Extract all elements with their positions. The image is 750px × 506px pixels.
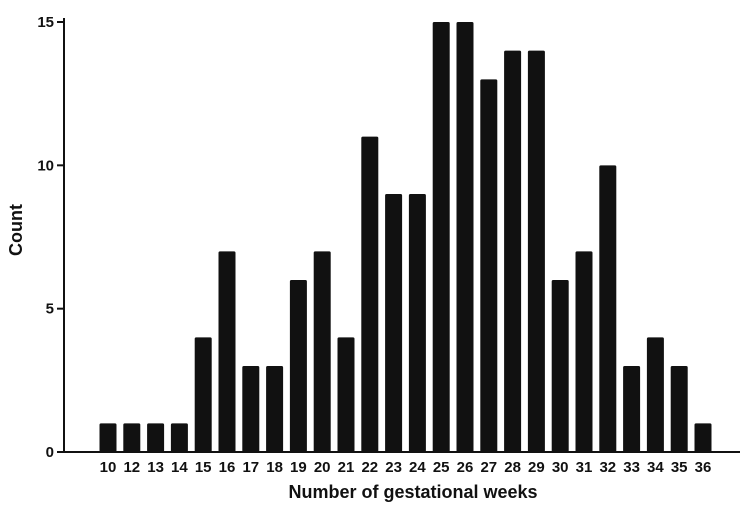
bar-34 (646, 337, 664, 452)
x-tick-label: 14 (171, 459, 188, 476)
x-tick-label: 33 (623, 459, 640, 476)
bar-25 (432, 22, 450, 452)
bar-16 (218, 251, 236, 452)
x-tick-label: 26 (457, 459, 474, 476)
x-tick-label: 24 (409, 459, 426, 476)
bar-13 (147, 423, 165, 452)
x-tick-label: 12 (123, 459, 140, 476)
x-tick-label: 17 (242, 459, 259, 476)
bar-30 (551, 280, 569, 452)
x-tick-label: 20 (314, 459, 331, 476)
bar-15 (194, 337, 212, 452)
bar-21 (337, 337, 355, 452)
x-tick-label: 29 (528, 459, 545, 476)
x-tick-label: 18 (266, 459, 283, 476)
x-tick-label: 32 (599, 459, 616, 476)
x-tick-label: 25 (433, 459, 450, 476)
x-tick-label: 35 (671, 459, 688, 476)
x-tick-label: 22 (361, 459, 378, 476)
bar-27 (480, 79, 498, 452)
x-tick-label: 31 (576, 459, 593, 476)
x-tick-label: 28 (504, 459, 521, 476)
bar-28 (504, 50, 522, 453)
bars-layer (99, 22, 712, 453)
y-tick-label: 0 (46, 444, 54, 461)
bar-31 (575, 251, 593, 452)
bar-22 (361, 136, 379, 452)
x-tick-label: 30 (552, 459, 569, 476)
x-tick-label: 19 (290, 459, 307, 476)
x-tick-labels: 10 12 13 14 15 16 17 18 19 20 21 22 23 24 25 26 27 28 29 30… (100, 459, 712, 476)
x-tick-label: 27 (480, 459, 497, 476)
y-tick-label: 15 (37, 14, 54, 31)
bar-19 (289, 280, 307, 452)
bar-20 (313, 251, 331, 452)
bar-12 (123, 423, 141, 452)
x-tick-label: 13 (147, 459, 164, 476)
y-tick-label: 10 (37, 157, 54, 174)
bar-33 (623, 366, 641, 452)
x-tick-label: 16 (219, 459, 236, 476)
y-ticks: 0 5 10 15 (37, 14, 64, 461)
bar-10 (99, 423, 117, 452)
bar-17 (242, 366, 260, 452)
bar-24 (408, 194, 426, 452)
bar-35 (670, 366, 688, 452)
bar-23 (385, 194, 403, 452)
bar-26 (456, 22, 474, 452)
bar-32 (599, 165, 617, 453)
axes-layer (63, 18, 740, 453)
x-tick-label: 36 (695, 459, 712, 476)
y-tick-label: 5 (46, 301, 54, 318)
bar-29 (527, 50, 545, 453)
bar-14 (170, 423, 188, 452)
x-tick-label: 21 (338, 459, 355, 476)
bar-18 (266, 366, 284, 452)
bar-36 (694, 423, 712, 452)
x-tick-label: 34 (647, 459, 664, 476)
x-tick-label: 10 (100, 459, 117, 476)
y-axis-title: Count (6, 204, 26, 256)
x-axis-title: Number of gestational weeks (288, 482, 537, 502)
x-tick-label: 15 (195, 459, 212, 476)
x-tick-label: 23 (385, 459, 402, 476)
